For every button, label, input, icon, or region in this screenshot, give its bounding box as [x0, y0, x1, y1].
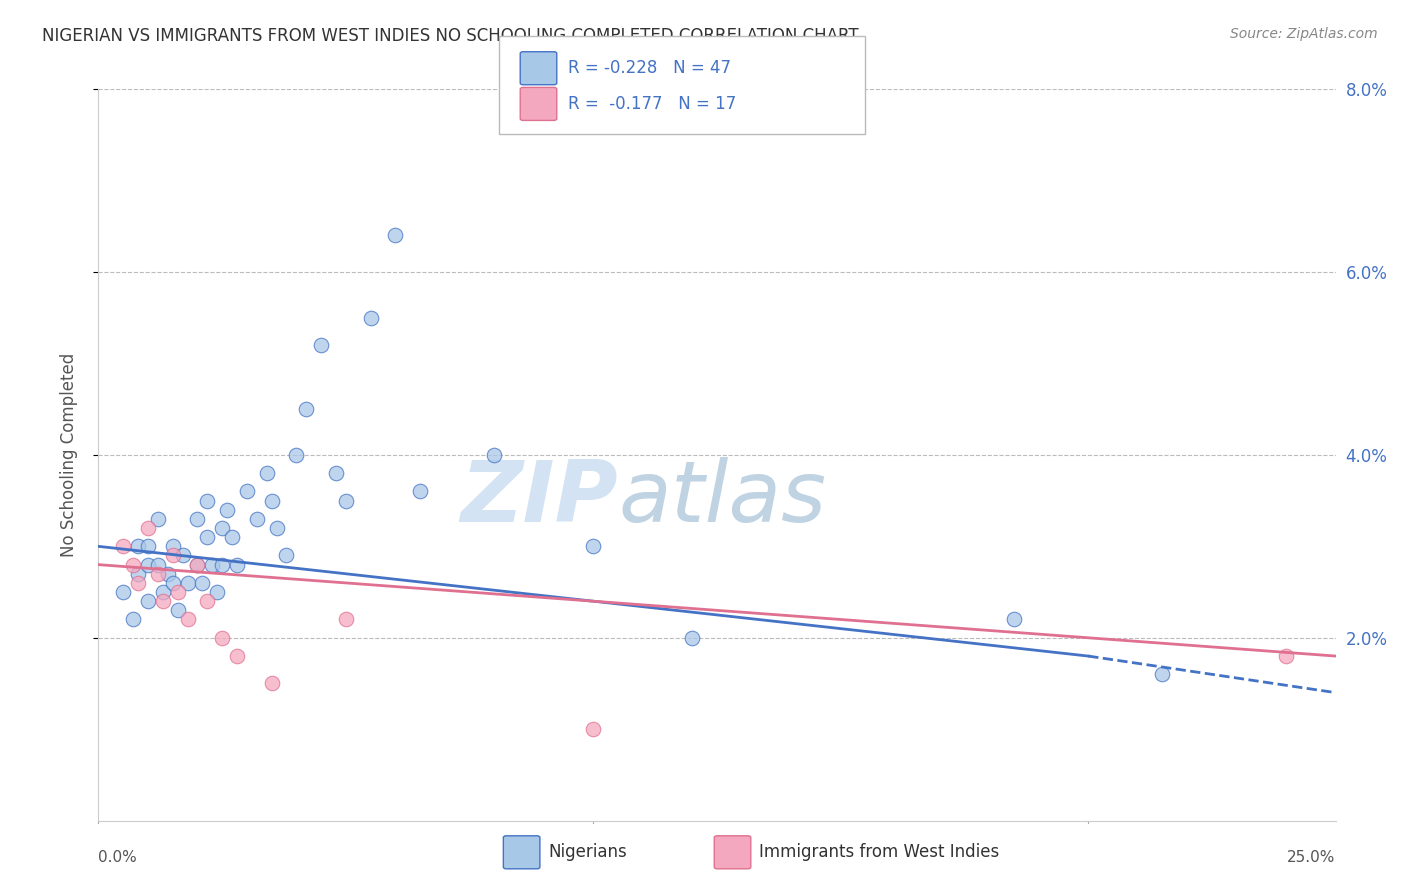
Point — [191, 576, 214, 591]
Point — [122, 613, 145, 627]
Point — [236, 484, 259, 499]
Point — [409, 484, 432, 499]
Point — [172, 549, 194, 563]
Point — [127, 576, 149, 591]
Point — [195, 530, 218, 544]
Point — [211, 521, 233, 535]
Point — [176, 576, 198, 591]
Point — [146, 512, 169, 526]
Point — [127, 539, 149, 553]
Point — [176, 613, 198, 627]
Point — [136, 558, 159, 572]
Point — [205, 585, 228, 599]
Point — [112, 539, 135, 553]
Point — [484, 448, 506, 462]
Text: R = -0.228   N = 47: R = -0.228 N = 47 — [568, 59, 731, 78]
Point — [211, 631, 233, 645]
Text: Nigerians: Nigerians — [548, 843, 627, 862]
Text: 0.0%: 0.0% — [98, 850, 138, 865]
Point — [276, 549, 298, 563]
Text: R =  -0.177   N = 17: R = -0.177 N = 17 — [568, 95, 737, 113]
Text: NIGERIAN VS IMMIGRANTS FROM WEST INDIES NO SCHOOLING COMPLETED CORRELATION CHART: NIGERIAN VS IMMIGRANTS FROM WEST INDIES … — [42, 27, 859, 45]
Point — [335, 613, 357, 627]
Text: atlas: atlas — [619, 458, 827, 541]
Text: ZIP: ZIP — [460, 458, 619, 541]
Point — [156, 566, 179, 581]
Point — [112, 585, 135, 599]
Point — [186, 558, 208, 572]
Point — [211, 558, 233, 572]
Point — [221, 530, 243, 544]
Point — [195, 493, 218, 508]
Point — [681, 631, 703, 645]
Point — [136, 521, 159, 535]
Text: Immigrants from West Indies: Immigrants from West Indies — [759, 843, 1000, 862]
Point — [582, 539, 605, 553]
Point — [582, 723, 605, 737]
Point — [295, 402, 318, 417]
Point — [226, 649, 249, 664]
Point — [1152, 667, 1174, 681]
Point — [325, 466, 347, 480]
Point — [285, 448, 308, 462]
Point — [186, 558, 208, 572]
Point — [162, 549, 184, 563]
Point — [217, 502, 239, 516]
Point — [146, 558, 169, 572]
Point — [260, 676, 283, 690]
Point — [1275, 649, 1298, 664]
Point — [384, 228, 406, 243]
Y-axis label: No Schooling Completed: No Schooling Completed — [59, 353, 77, 557]
Point — [201, 558, 224, 572]
Point — [136, 539, 159, 553]
Point — [122, 558, 145, 572]
Point — [256, 466, 278, 480]
Point — [260, 493, 283, 508]
Point — [152, 585, 174, 599]
Point — [136, 594, 159, 608]
Point — [1002, 613, 1025, 627]
Point — [246, 512, 269, 526]
Point — [195, 594, 218, 608]
Point — [226, 558, 249, 572]
Point — [266, 521, 288, 535]
Point — [360, 310, 382, 325]
Point — [162, 576, 184, 591]
Point — [162, 539, 184, 553]
Text: Source: ZipAtlas.com: Source: ZipAtlas.com — [1230, 27, 1378, 41]
Text: 25.0%: 25.0% — [1288, 850, 1336, 865]
Point — [146, 566, 169, 581]
Point — [186, 512, 208, 526]
Point — [335, 493, 357, 508]
Point — [166, 585, 188, 599]
Point — [152, 594, 174, 608]
Point — [127, 566, 149, 581]
Point — [166, 603, 188, 617]
Point — [309, 338, 332, 352]
